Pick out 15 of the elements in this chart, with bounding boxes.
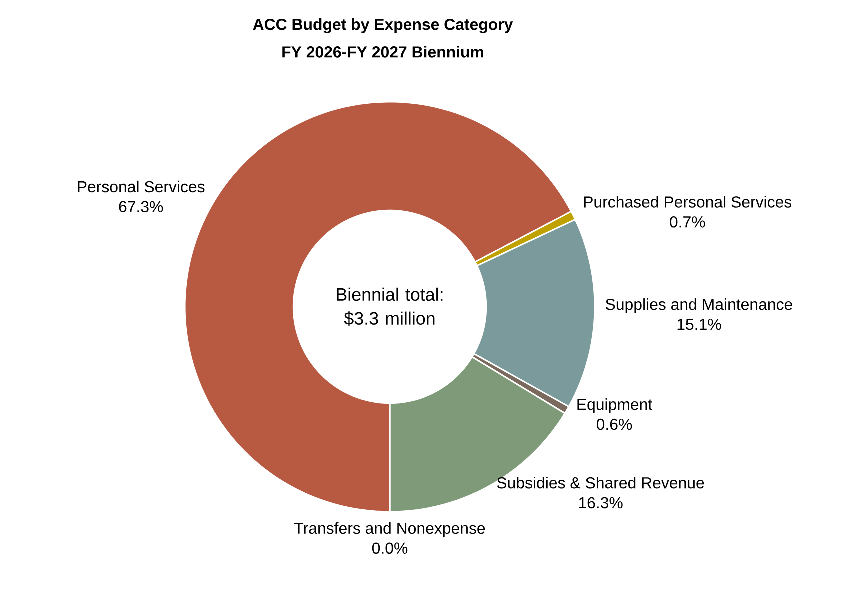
chart-title: ACC Budget by Expense Category <box>253 18 514 34</box>
slice-label: Subsidies & Shared Revenue <box>497 477 704 489</box>
data-label: 0.6% <box>596 418 632 430</box>
chart-subtitle: FY 2026-FY 2027 Biennium <box>282 46 484 58</box>
slice-label: Equipment <box>578 398 652 414</box>
text: 0.0% <box>372 542 408 554</box>
slice-label: Personal Services <box>78 180 205 193</box>
data-label: 67.3% <box>119 201 164 213</box>
slice-label: Purchased Personal Services <box>584 196 792 208</box>
data-label: 0.7% <box>670 216 706 228</box>
category-label: Transfers and Nonexpense <box>294 522 486 538</box>
text: Biennial total: $3.3 million <box>337 288 443 326</box>
data-label: 16.3% <box>579 497 623 509</box>
slice-label: Supplies and Maintenance <box>606 298 792 314</box>
data-label: 15.1% <box>678 318 722 330</box>
